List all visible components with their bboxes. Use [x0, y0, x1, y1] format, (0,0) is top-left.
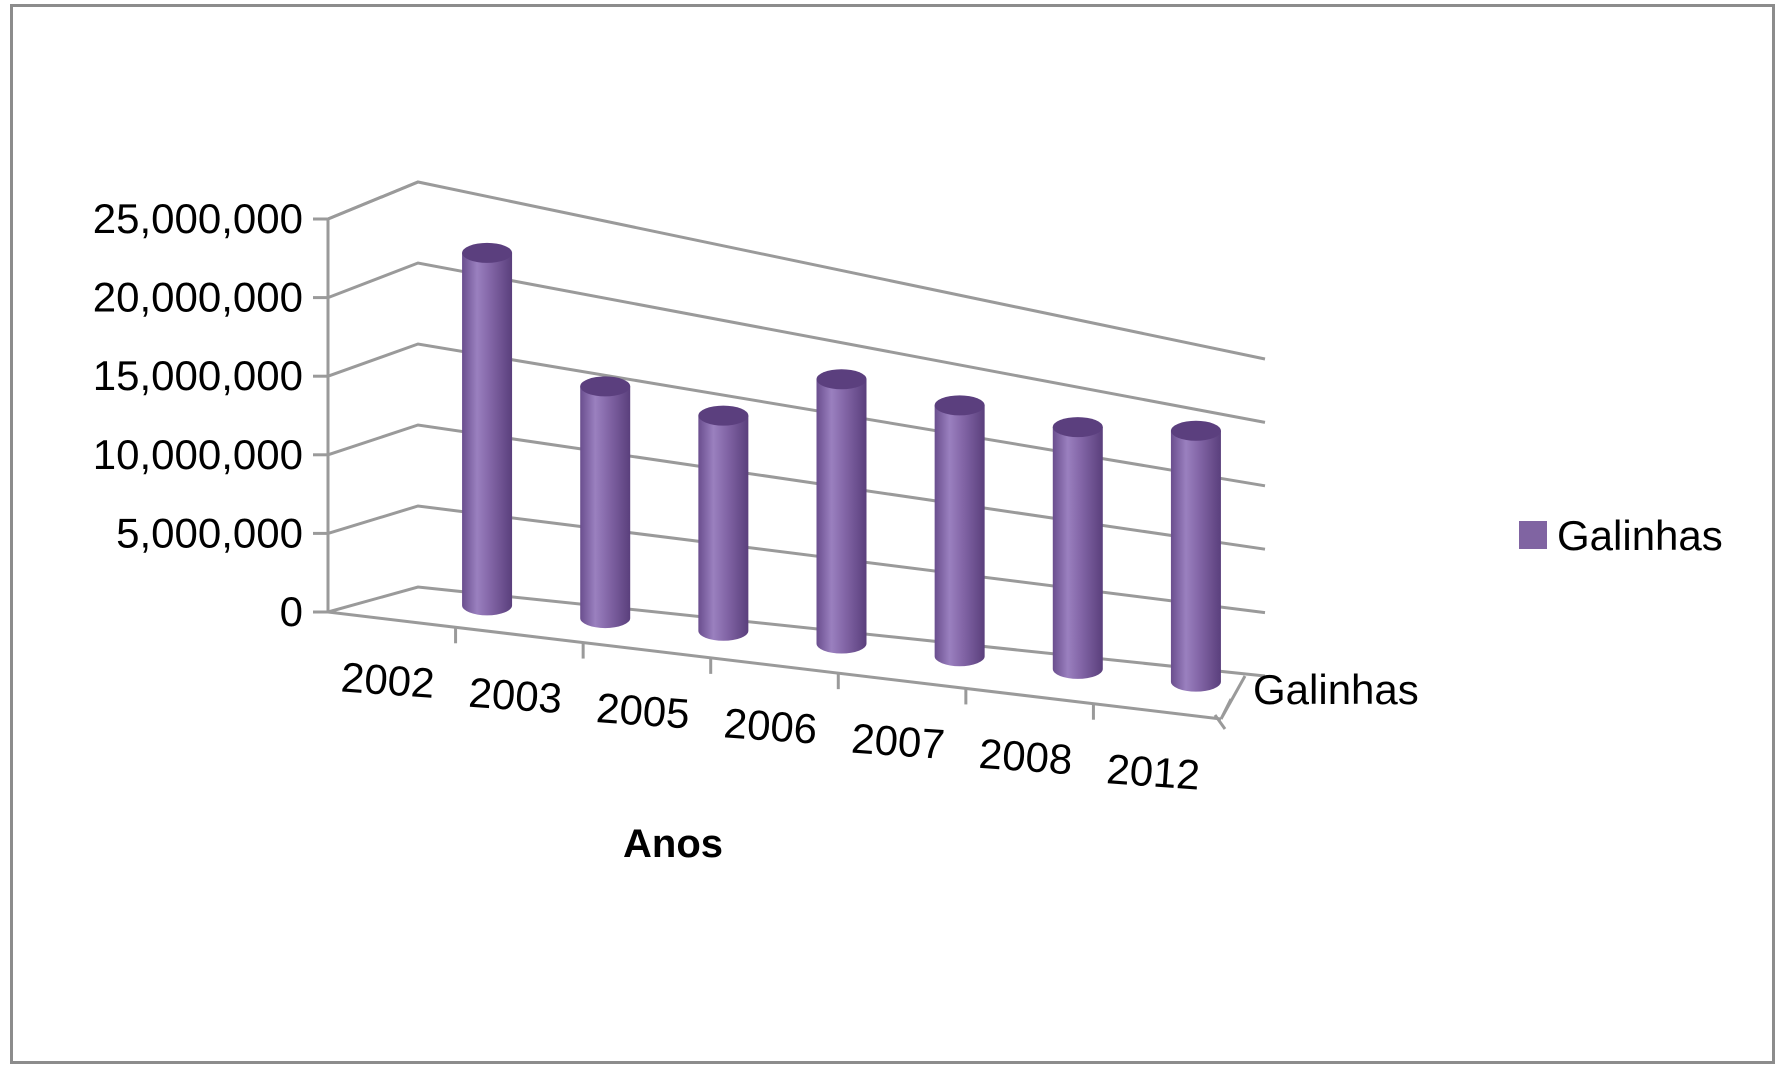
depth-axis-line [1219, 675, 1247, 720]
bar [462, 252, 513, 616]
x-axis-line [327, 610, 1222, 721]
y-tick-label: 25,000,000 [93, 195, 303, 242]
bar [1052, 427, 1103, 679]
x-tick-label: 2002 [340, 653, 436, 706]
y-tick-label: 20,000,000 [93, 274, 303, 321]
x-tick-label: 2007 [850, 715, 946, 768]
bar [698, 415, 749, 641]
x-tick-label: 2006 [722, 699, 818, 752]
bar-top [1170, 420, 1221, 441]
depth-tick-mark [1213, 714, 1227, 730]
bar-top [1052, 417, 1103, 438]
bar-top [934, 395, 985, 416]
bar [580, 386, 631, 629]
gridline [327, 180, 1266, 361]
bar [816, 379, 867, 654]
axes [313, 217, 1247, 730]
legend: Galinhas [1519, 512, 1723, 559]
depth-axis-label: Galinhas [1253, 666, 1419, 713]
y-tick-label: 15,000,000 [93, 352, 303, 399]
x-tick-label: 2003 [467, 669, 563, 722]
chart-frame: 0 5,000,000 10,000,000 15,000,000 20,000,000… [10, 4, 1775, 1064]
axis-labels: 0 5,000,000 10,000,000 15,000,000 20,000,000… [93, 195, 1202, 799]
x-tick-label: 2012 [1105, 745, 1201, 798]
x-axis-title: Anos [623, 822, 723, 866]
chart-walls [326, 180, 419, 612]
bar [1170, 430, 1221, 692]
x-tick-label: 2005 [595, 684, 691, 737]
cylinder-bar-chart: 0 5,000,000 10,000,000 15,000,000 20,000,000… [93, 180, 1723, 866]
bar [934, 405, 985, 667]
legend-entry-label: Galinhas [1557, 512, 1723, 559]
gridline [327, 261, 1266, 424]
y-tick-label: 0 [280, 588, 303, 635]
bar-top [462, 242, 513, 263]
bar-top [816, 369, 867, 390]
bars [462, 242, 1221, 692]
y-tick-label: 10,000,000 [93, 431, 303, 478]
x-tick-label: 2008 [977, 730, 1073, 783]
y-tick-label: 5,000,000 [116, 509, 303, 556]
legend-swatch [1519, 521, 1547, 549]
bar-top [698, 405, 749, 426]
side-wall-edge [326, 180, 419, 612]
bar-top [580, 376, 631, 397]
